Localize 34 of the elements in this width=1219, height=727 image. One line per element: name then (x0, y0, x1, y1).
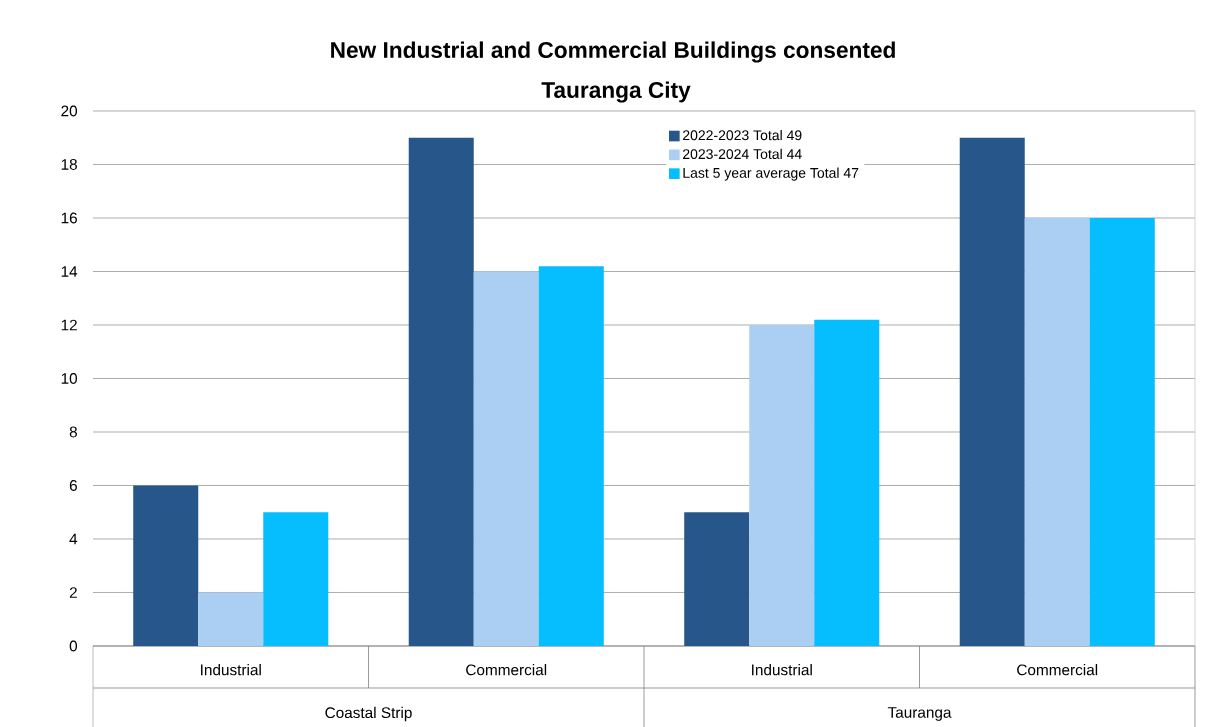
x-tick-label: Commercial (1017, 664, 1098, 676)
bar (408, 137, 474, 646)
legend-label: 2023-2024 Total 44 (683, 148, 802, 160)
y-tick-label: 16 (61, 212, 77, 224)
y-tick-label: 0 (69, 640, 78, 652)
y-tick-label: 8 (69, 426, 77, 438)
y-tick-label: 4 (69, 533, 78, 545)
text: Coastal Strip (325, 706, 412, 722)
bar (198, 592, 264, 646)
legend-label: Last 5 year average Total 47 (683, 167, 859, 181)
chart-title: New Industrial and Commercial Buildings consented (331, 41, 895, 63)
chart-subtitle: Tauranga City (541, 81, 691, 103)
bar (133, 485, 199, 646)
y-tick-label: 10 (61, 373, 78, 384)
bar (749, 324, 815, 646)
y-tick-label: 6 (69, 480, 77, 491)
text: Tauranga (887, 707, 952, 721)
bar (684, 512, 750, 646)
x-tick-label: Commercial (466, 664, 547, 676)
y-tick-label: 2 (69, 587, 77, 598)
y-tick-label: 18 (61, 159, 77, 170)
bar (473, 271, 539, 646)
y-tick-label: 14 (61, 266, 78, 277)
bar (1024, 217, 1090, 646)
x-tick-label: Industrial (752, 664, 812, 676)
legend-label: 2022-2023 Total 49 (683, 129, 802, 141)
bar (814, 319, 880, 646)
y-tick-label: 12 (61, 319, 77, 331)
x-tick-label: Industrial (201, 664, 261, 676)
y-tick-label: 20 (61, 105, 78, 117)
bar (959, 137, 1025, 646)
bar (1089, 217, 1155, 646)
bar (263, 512, 329, 646)
bar (538, 266, 604, 646)
